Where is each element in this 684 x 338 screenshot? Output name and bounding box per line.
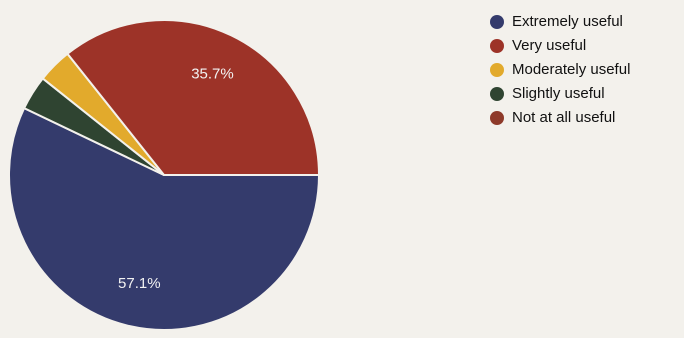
legend-label-moderately-useful: Moderately useful — [512, 61, 630, 78]
pie-data-labels: 57.1% 35.7% — [118, 65, 234, 291]
legend-marker-very-useful — [490, 39, 504, 53]
legend-marker-not-at-all-useful — [490, 111, 504, 125]
legend-label-extremely-useful: Extremely useful — [512, 13, 623, 30]
pie-slice-extremely-useful — [8, 106, 321, 331]
legend-marker-slightly-useful — [490, 87, 504, 101]
legend-label-not-at-all-useful: Not at all useful — [512, 109, 615, 126]
legend: Extremely useful Very useful Moderately us… — [490, 13, 630, 126]
data-label-very-useful: 35.7% — [191, 65, 234, 82]
legend-label-slightly-useful: Slightly useful — [512, 85, 605, 102]
legend-marker-extremely-useful — [490, 15, 504, 29]
pie-slices — [8, 19, 321, 331]
legend-marker-moderately-useful — [490, 63, 504, 77]
pie-slice-very-useful — [66, 19, 321, 176]
legend-label-very-useful: Very useful — [512, 37, 586, 54]
data-label-extremely-useful: 57.1% — [118, 275, 161, 292]
